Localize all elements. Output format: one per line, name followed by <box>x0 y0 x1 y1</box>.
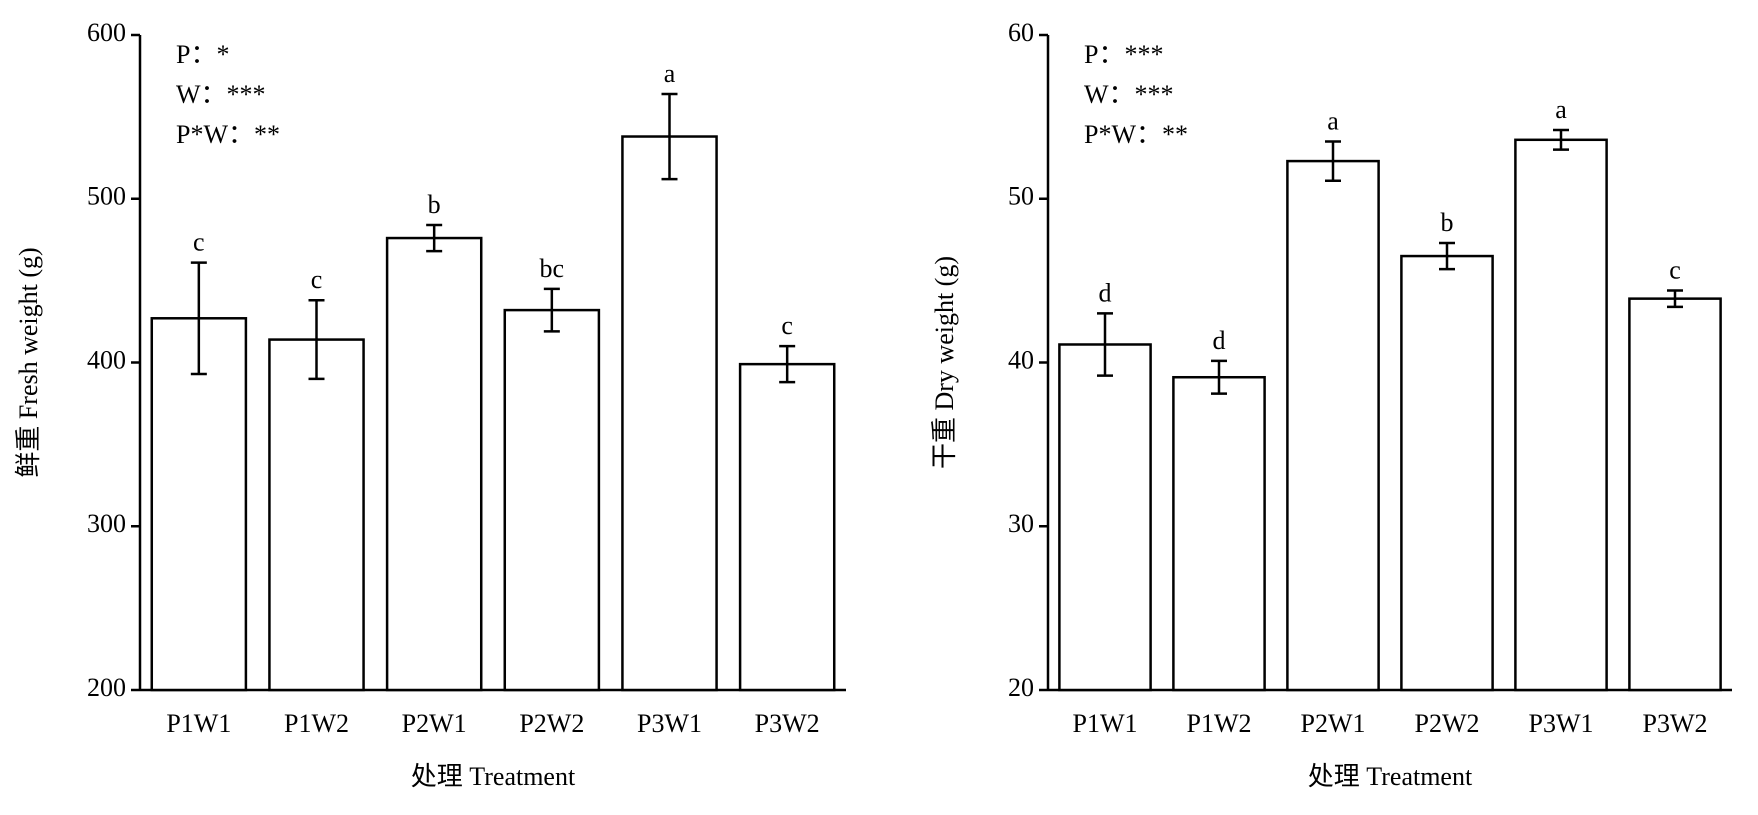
significance-letter: b <box>428 190 441 219</box>
significance-letter: b <box>1441 208 1454 237</box>
x-axis-label: 处理 Treatment <box>411 762 576 791</box>
significance-letter: d <box>1099 278 1112 307</box>
x-tick-label: P2W1 <box>402 709 467 738</box>
x-axis-label: 处理 Treatment <box>1308 762 1473 791</box>
significance-letter: a <box>1555 95 1567 124</box>
error-bar <box>1553 128 1569 151</box>
y-axis-label: 鲜重 Fresh weight (g) <box>14 247 43 477</box>
y-tick-label: 300 <box>87 509 126 538</box>
bar <box>1400 254 1494 692</box>
error-bar <box>1325 140 1341 182</box>
error-bar <box>661 92 678 181</box>
bar <box>621 135 718 692</box>
stats-note: P：*** <box>1084 40 1163 69</box>
x-tick-label: P1W1 <box>166 709 231 738</box>
bar <box>268 338 365 692</box>
y-axis-label: 干重 Dry weight (g) <box>930 256 959 469</box>
x-tick-label: P3W1 <box>637 709 702 738</box>
error-bar <box>779 344 796 384</box>
x-tick-label: P3W2 <box>1643 709 1708 738</box>
y-tick-label: 20 <box>1008 673 1034 702</box>
bar <box>503 308 601 692</box>
stats-note: P：* <box>176 40 229 69</box>
error-bar <box>543 287 560 333</box>
significance-letter: c <box>1669 255 1681 284</box>
bar <box>1058 343 1152 692</box>
x-tick-label: P3W1 <box>1529 709 1594 738</box>
bar <box>1514 138 1608 692</box>
y-tick-label: 500 <box>87 182 126 211</box>
y-tick-label: 50 <box>1008 182 1034 211</box>
stats-note: P*W：** <box>1084 120 1188 149</box>
y-tick-label: 600 <box>87 18 126 47</box>
stats-note: W：*** <box>1084 80 1174 109</box>
significance-letter: d <box>1213 326 1226 355</box>
x-tick-label: P1W2 <box>284 709 349 738</box>
x-tick-label: P2W1 <box>1301 709 1366 738</box>
bar <box>385 236 483 692</box>
significance-letter: bc <box>540 254 565 283</box>
bar <box>1172 375 1266 692</box>
stats-note: P*W：** <box>176 120 280 149</box>
x-tick-label: P2W2 <box>519 709 584 738</box>
y-tick-label: 400 <box>87 345 126 374</box>
error-bar <box>190 261 207 376</box>
x-tick-label: P2W2 <box>1415 709 1480 738</box>
stats-note: W：*** <box>176 80 266 109</box>
y-tick-label: 60 <box>1008 18 1034 47</box>
bar <box>738 362 836 692</box>
significance-letter: a <box>664 59 676 88</box>
y-tick-label: 200 <box>87 673 126 702</box>
significance-letter: c <box>781 311 793 340</box>
bar <box>1286 159 1380 692</box>
x-tick-label: P1W2 <box>1187 709 1252 738</box>
y-tick-label: 30 <box>1008 509 1034 538</box>
error-bar <box>1097 312 1113 377</box>
x-tick-label: P1W1 <box>1073 709 1138 738</box>
significance-letter: a <box>1327 106 1339 135</box>
error-bar <box>1439 241 1455 271</box>
error-bar <box>426 223 443 253</box>
bar <box>150 317 248 692</box>
bar <box>1628 297 1722 692</box>
error-bar <box>308 299 325 381</box>
error-bar <box>1667 289 1683 309</box>
significance-letter: c <box>311 265 323 294</box>
x-tick-label: P3W2 <box>755 709 820 738</box>
significance-letter: c <box>193 228 205 257</box>
error-bar <box>1211 359 1227 395</box>
y-tick-label: 40 <box>1008 345 1034 374</box>
